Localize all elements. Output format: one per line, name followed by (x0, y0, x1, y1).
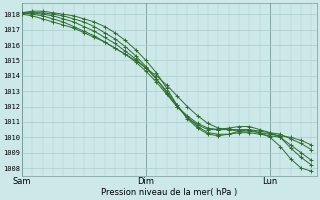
X-axis label: Pression niveau de la mer( hPa ): Pression niveau de la mer( hPa ) (101, 188, 237, 197)
